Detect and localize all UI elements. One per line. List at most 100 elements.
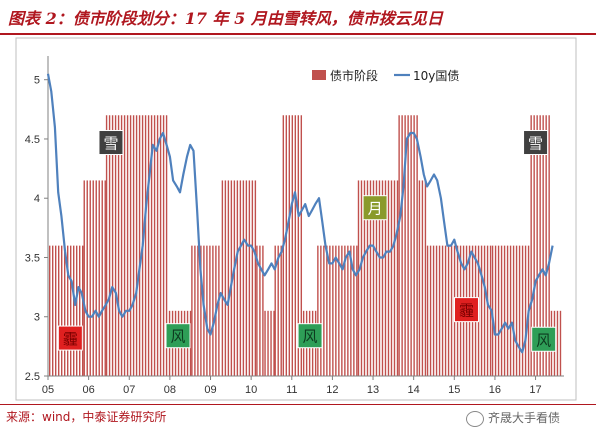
x-tick-label: 13 [367, 384, 379, 396]
stage-stripe [165, 115, 168, 376]
stage-stripe [435, 245, 438, 376]
stage-stripe [515, 245, 518, 376]
stage-annotation: 霾 [57, 325, 83, 351]
stage-stripe [350, 245, 352, 376]
stage-stripe [254, 180, 257, 376]
stage-stripe [89, 180, 91, 376]
stage-stripe [262, 245, 264, 376]
stage-stripe [426, 245, 429, 376]
x-tick-label: 06 [83, 384, 95, 396]
stage-stripe [407, 115, 409, 376]
stage-stripe [384, 180, 387, 376]
annotation-box [165, 323, 191, 349]
stage-stripe [410, 115, 412, 376]
y-tick-label: 4 [34, 193, 40, 205]
stage-stripe [300, 115, 303, 376]
x-tick-label: 15 [448, 384, 460, 396]
stage-stripe [233, 180, 236, 376]
stage-annotation: 风 [531, 326, 557, 352]
stage-stripe [248, 180, 251, 376]
stage-stripe [533, 115, 535, 376]
stage-annotation: 风 [165, 323, 191, 349]
stage-stripe [338, 245, 340, 376]
stage-stripe [105, 115, 108, 376]
stage-stripe [245, 180, 248, 376]
stage-stripe [277, 245, 279, 376]
stage-stripe [273, 310, 275, 376]
stage-stripe [150, 115, 153, 376]
stage-stripe [556, 310, 559, 376]
stage-stripe [251, 180, 254, 376]
stage-stripe [236, 180, 239, 376]
stage-stripe [120, 115, 123, 376]
stage-stripe [111, 115, 114, 376]
stage-stripe [61, 245, 63, 376]
annotation-label: 雪 [528, 135, 543, 153]
stage-stripe [497, 245, 500, 376]
stage-stripe [264, 310, 266, 376]
stage-stripe [393, 180, 396, 376]
chart-title: 图表 2：债市阶段划分：17 年 5 月由雪转风，债市拨云见日 [8, 9, 443, 28]
stage-bar [530, 115, 550, 376]
legend-bar-label: 债市阶段 [330, 68, 378, 83]
stage-bar [256, 245, 264, 376]
stage-stripe [390, 180, 393, 376]
stage-bar [221, 180, 257, 376]
stage-stripe [227, 180, 230, 376]
stage-stripe [76, 245, 78, 376]
stage-bar [83, 180, 106, 376]
stage-stripe [404, 115, 406, 376]
stage-stripe [486, 245, 489, 376]
stage-stripe [95, 180, 97, 376]
stage-stripe [117, 115, 120, 376]
stage-stripe [494, 245, 497, 376]
stage-stripe [288, 115, 291, 376]
stage-stripe [162, 115, 165, 376]
stage-stripe [320, 245, 322, 376]
stage-stripe [239, 180, 242, 376]
stage-stripe [49, 245, 51, 376]
stage-stripe [447, 245, 450, 376]
stage-stripe [200, 245, 202, 376]
stage-stripe [363, 180, 366, 376]
stage-annotation: 月 [362, 195, 388, 221]
annotation-box [297, 323, 323, 349]
stage-stripe [58, 245, 60, 376]
stage-stripe [224, 180, 227, 376]
stage-stripe [55, 245, 57, 376]
title-rule [0, 33, 596, 35]
annotation-label: 风 [303, 328, 318, 346]
stage-stripe [274, 245, 276, 376]
stage-stripe [64, 245, 66, 376]
y-tick-label: 3 [34, 312, 40, 324]
stage-stripe [73, 245, 75, 376]
stage-stripe [432, 245, 435, 376]
annotation-box [57, 325, 83, 351]
stage-stripe [297, 115, 300, 376]
stage-stripe [294, 115, 297, 376]
stage-stripe [429, 245, 432, 376]
x-tick-label: 08 [164, 384, 176, 396]
chart-frame [15, 37, 577, 401]
x-tick-label: 16 [489, 384, 501, 396]
stage-stripe [317, 245, 319, 376]
stage-stripe [323, 245, 325, 376]
annotation-label: 雪 [103, 135, 118, 153]
stage-stripe [206, 245, 208, 376]
stage-bar [105, 115, 168, 376]
annotation-box [523, 130, 549, 156]
stage-stripe [335, 245, 337, 376]
stage-stripe [126, 115, 129, 376]
stage-stripe [156, 115, 159, 376]
stage-bar [49, 245, 84, 376]
annotation-label: 霾 [63, 330, 78, 348]
annotation-label: 月 [368, 200, 383, 218]
x-tick-label: 10 [245, 384, 257, 396]
stage-stripe [398, 115, 400, 376]
stage-stripe [441, 245, 444, 376]
x-tick-label: 09 [204, 384, 216, 396]
stage-stripe [416, 115, 418, 376]
stage-stripe [378, 180, 381, 376]
x-tick-label: 11 [286, 384, 297, 396]
stage-stripe [98, 180, 100, 376]
